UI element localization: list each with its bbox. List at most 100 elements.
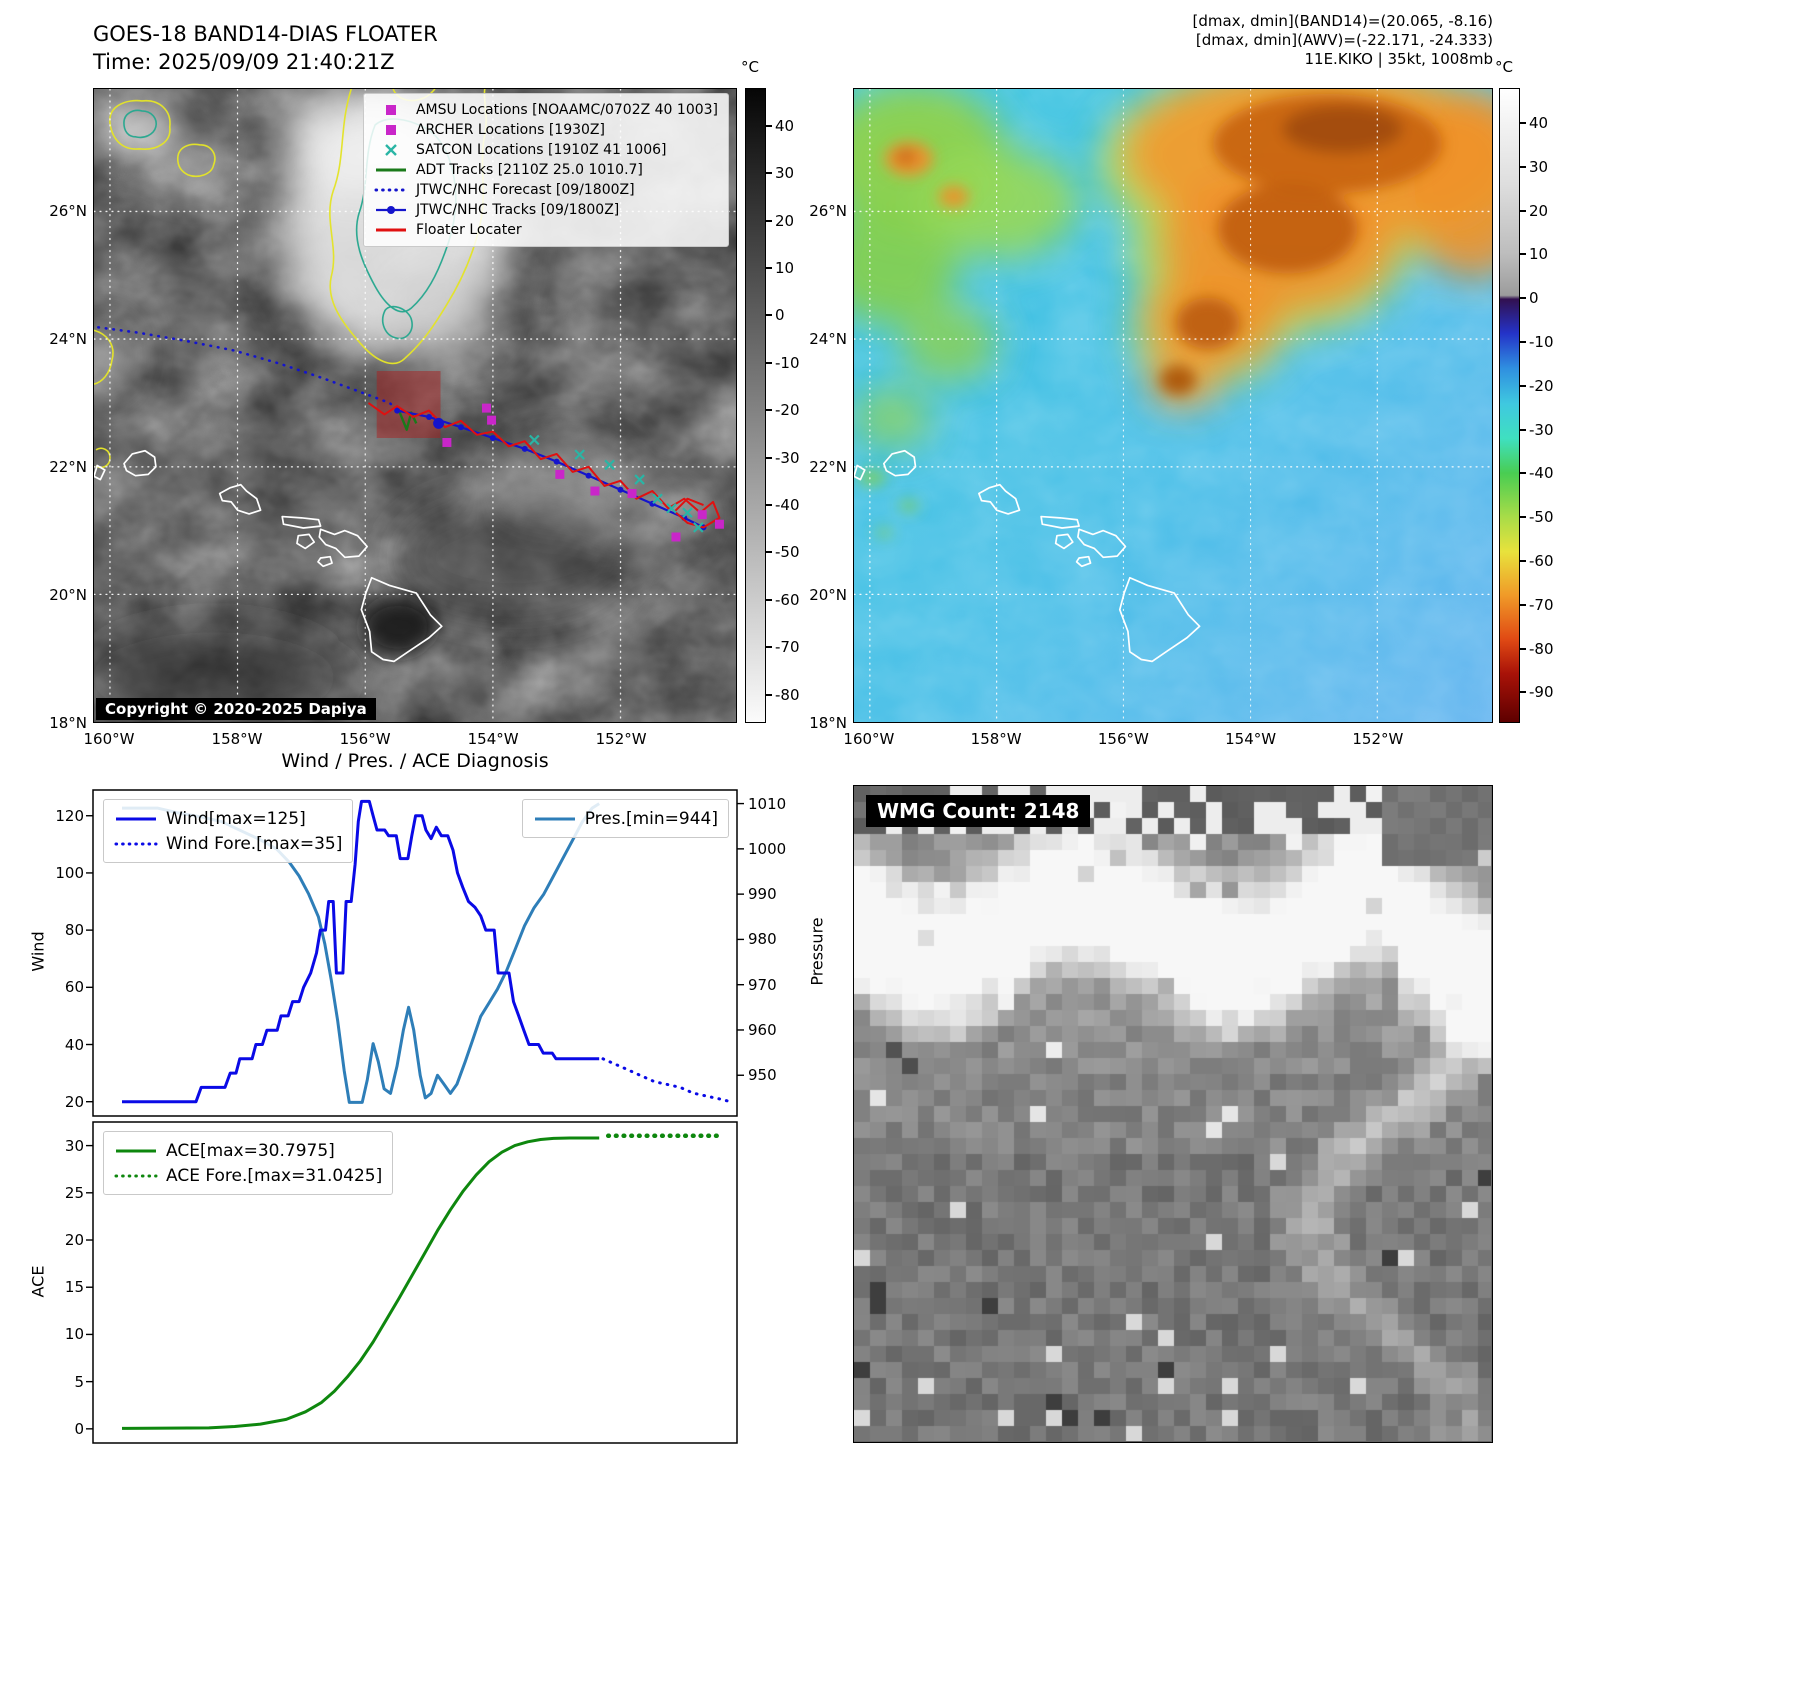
awv-colorbar-tickmark <box>1520 472 1526 475</box>
y-tick-label: 0 <box>74 1419 84 1438</box>
awv-colorbar-tickmark <box>1520 691 1526 694</box>
band14-colorbar-tick-label: -20 <box>775 401 800 420</box>
band14-colorbar-tick-label: 20 <box>775 211 795 230</box>
band14-overlays <box>94 89 736 722</box>
chart-legend-item: Wind[max=125] <box>114 806 342 831</box>
band14-lon-tick-label: 156°W <box>339 730 391 748</box>
band14-colorbar-tick-label: -50 <box>775 543 800 562</box>
amsu-marker <box>714 519 724 529</box>
band14-colorbar-tickmark <box>766 646 772 649</box>
satcon-marker <box>574 449 585 460</box>
awv-lon-tick-label: 156°W <box>1097 730 1149 748</box>
chart-legend-label: ACE[max=30.7975] <box>166 1140 335 1161</box>
band14-colorbar-unit: °C <box>741 58 759 76</box>
y-tick-label: 10 <box>64 1325 84 1344</box>
band14-colorbar-tick-label: 30 <box>775 164 795 183</box>
y-tick-label: 120 <box>55 806 84 825</box>
map-legend-item: ARCHER Locations [1930Z] <box>374 120 718 140</box>
map-legend-label: SATCON Locations [1910Z 41 1006] <box>415 142 667 158</box>
y-tick-label-right: 1010 <box>748 794 787 813</box>
awv-colorbar-tickmark <box>1520 384 1526 387</box>
map-legend-label: Floater Locater <box>415 222 522 238</box>
band14-colorbar-tickmark <box>766 361 772 364</box>
y-axis-label: Wind <box>28 931 48 972</box>
series-ACE[max=30.7975] <box>121 1136 600 1430</box>
satcon-marker <box>652 493 663 504</box>
chart-legend: Wind[max=125] Wind Fore.[max=35] <box>103 799 354 863</box>
awv-lon-tick-label: 158°W <box>970 730 1022 748</box>
wmg-count-label: WMG Count: 2148 <box>866 795 1091 827</box>
band14-colorbar-tick-label: -80 <box>775 685 800 704</box>
band14-colorbar-tickmark <box>766 267 772 270</box>
band14-lon-tick-label: 154°W <box>467 730 519 748</box>
awv-colorbar-tickmark <box>1520 559 1526 562</box>
y-tick-label: 60 <box>64 978 84 997</box>
awv-colorbar-tick-label: 10 <box>1529 245 1549 264</box>
amsu-marker <box>555 469 565 479</box>
chart-legend-item: ACE Fore.[max=31.0425] <box>114 1163 382 1188</box>
band14-colorbar-tickmark <box>766 598 772 601</box>
island-terrain-shade <box>362 599 434 656</box>
awv-colorbar-tick-label: -70 <box>1529 595 1554 614</box>
band14-colorbar-tick-label: -40 <box>775 496 800 514</box>
y-axis-label: ACE <box>28 1265 48 1297</box>
amsu-marker <box>697 510 707 520</box>
series-Pres.[min=944] <box>122 802 601 1104</box>
amsu-marker <box>627 489 637 499</box>
awv-lat-tick-label: 22°N <box>809 457 847 476</box>
amsu-marker <box>487 415 497 425</box>
band14-colorbar-tick-label: -10 <box>775 353 800 372</box>
awv-colorbar-tickmark <box>1520 341 1526 343</box>
awv-colorbar-unit: °C <box>1495 58 1513 76</box>
storm-current-position <box>433 417 445 429</box>
chart-legend-label: ACE Fore.[max=31.0425] <box>166 1165 383 1186</box>
awv-header-line1: [dmax, dmin](BAND14)=(20.065, -8.16) <box>1192 12 1493 30</box>
amsu-marker <box>442 437 452 447</box>
band14-colorbar-tickmark <box>766 172 772 175</box>
awv-colorbar-tick-label: -20 <box>1529 376 1554 395</box>
copyright-label: Copyright © 2020-2025 Dapiya <box>96 698 376 720</box>
y-tick-label: 20 <box>64 1092 84 1111</box>
y-tick-label: 80 <box>64 921 84 940</box>
awv-colorbar-tickmark <box>1520 165 1526 168</box>
map-legend-item: ADT Tracks [2110Z 25.0 1010.7] <box>374 160 718 180</box>
map-legend-item: JTWC/NHC Forecast [09/1800Z] <box>374 180 718 200</box>
amsu-marker <box>481 403 491 413</box>
y-tick-label-right: 950 <box>748 1066 777 1085</box>
awv-colorbar-tickmark <box>1520 122 1526 125</box>
chart-legend-item: ACE[max=30.7975] <box>114 1138 382 1163</box>
wmg-panel: WMG Count: 2148 <box>853 785 1493 1443</box>
band14-lat-tick-label: 20°N <box>49 585 87 604</box>
dotted-marker-icon <box>114 1174 158 1177</box>
y-tick-label-right: 980 <box>748 930 777 949</box>
chart-legend-item: Wind Fore.[max=35] <box>114 831 342 856</box>
awv-header-line2: [dmax, dmin](AWV)=(-22.171, -24.333) <box>1195 31 1493 49</box>
chart-legend-label: Wind[max=125] <box>166 808 306 829</box>
map-legend-item: Floater Locater <box>374 220 718 240</box>
satcon-marker <box>529 434 540 446</box>
y-tick-label: 5 <box>74 1372 84 1391</box>
chart-legend: ACE[max=30.7975] ACE Fore.[max=31.0425] <box>103 1131 394 1195</box>
band14-title-line1: GOES-18 BAND14-DIAS FLOATER <box>93 22 438 46</box>
square-marker-icon <box>385 105 396 115</box>
band14-colorbar-tickmark <box>766 314 772 317</box>
awv-colorbar-tick-label: -90 <box>1529 683 1554 702</box>
band14-lat-tick-label: 18°N <box>49 714 87 732</box>
map-legend-label: JTWC/NHC Forecast [09/1800Z] <box>415 182 635 198</box>
map-legend-label: JTWC/NHC Tracks [09/1800Z] <box>415 202 620 218</box>
awv-colorbar-tickmark <box>1520 647 1526 650</box>
y-tick-label: 20 <box>64 1231 84 1249</box>
satcon-marker <box>693 522 704 533</box>
wv-cloud-cores <box>857 93 1443 538</box>
band14-colorbar-tickmark <box>766 219 772 222</box>
line-marker-icon <box>375 168 406 172</box>
map-legend-item: SATCON Locations [1910Z 41 1006] <box>374 140 718 160</box>
band14-time: Time: 2025/09/09 21:40:21Z <box>93 50 395 74</box>
band14-lat-tick-label: 26°N <box>49 201 87 220</box>
chart-legend-label: Wind Fore.[max=35] <box>166 833 343 854</box>
awv-colorbar-tick-label: -50 <box>1529 508 1554 527</box>
adt-track <box>397 408 418 431</box>
satcon-marker <box>634 474 645 485</box>
awv-colorbar-tick-label: -80 <box>1529 639 1554 658</box>
